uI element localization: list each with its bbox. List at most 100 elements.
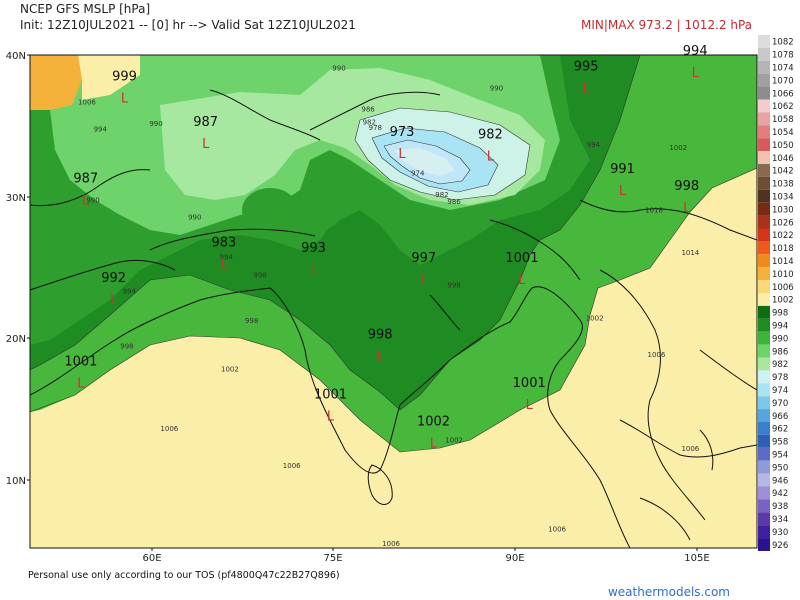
isobar-value: 994 (123, 287, 137, 295)
colorbar-label: 958 (772, 438, 788, 448)
colorbar-label: 1046 (772, 154, 794, 164)
isobar-value: 998 (254, 272, 267, 280)
isobar-value: 986 (361, 106, 375, 114)
lon-label-105e: 105E (684, 553, 709, 564)
colorbar-label: 1022 (772, 231, 794, 241)
colorbar-swatch (758, 460, 770, 474)
colorbar-swatch (758, 331, 770, 345)
colorbar-label: 930 (772, 528, 788, 538)
colorbar-label: 1030 (772, 205, 794, 215)
colorbar-label: 938 (772, 502, 788, 512)
lat-label-20n: 20N (6, 334, 26, 345)
isobar-value: 994 (94, 126, 108, 134)
coastlines (30, 89, 757, 548)
isobar-value: 1006 (283, 462, 301, 470)
colorbar-label: 1058 (772, 115, 794, 125)
colorbar-label: 934 (772, 515, 788, 525)
colorbar-swatch (758, 447, 770, 461)
colorbar-swatch (758, 486, 770, 500)
colorbar-label: 970 (772, 399, 788, 409)
colorbar-label: 1034 (772, 192, 794, 202)
colorbar-label: 1042 (772, 167, 794, 177)
isobar-value: 1006 (160, 425, 178, 433)
low-marker: L (110, 293, 118, 308)
colorbar-swatch (758, 176, 770, 190)
isobar-value: 1006 (548, 526, 566, 534)
pressure-value: 1001 (505, 251, 538, 266)
colorbar-swatch (758, 138, 770, 152)
colorbar-label: 1082 (772, 38, 794, 48)
colorbar-swatch (758, 164, 770, 177)
lon-label-90e: 90E (505, 553, 524, 564)
low-marker: L (310, 263, 318, 278)
colorbar-swatch (758, 35, 770, 48)
tos-notice: Personal use only according to our TOS (… (28, 570, 340, 581)
isobar-value: 1006 (78, 99, 96, 107)
colorbar-swatch (758, 525, 770, 539)
colorbar-label: 986 (772, 347, 788, 357)
low-marker: L (683, 201, 691, 216)
low-marker: L (121, 92, 129, 107)
colorbar-label: 942 (772, 489, 788, 499)
low-marker: L (220, 258, 228, 273)
pressure-value: 987 (73, 172, 98, 187)
colorbar-label: 1070 (772, 76, 794, 86)
pressure-value: 982 (478, 128, 503, 143)
colorbar-swatch (758, 254, 770, 268)
colorbar-swatch (758, 73, 770, 87)
low-marker: L (487, 150, 495, 165)
colorbar-label: 950 (772, 463, 788, 473)
low-marker: L (202, 137, 210, 152)
lon-axis: 60E 75E 90E 105E (142, 548, 710, 564)
field-1006-nw (78, 55, 140, 100)
isobar-value: 1002 (669, 144, 687, 152)
colorbar-swatch (758, 318, 770, 332)
colorbar-swatch (758, 344, 770, 358)
colorbar-swatch (758, 409, 770, 422)
colorbar-label: 1026 (772, 218, 794, 228)
colorbar-label: 962 (772, 425, 788, 435)
map-subtitle: Init: 12Z10JUL2021 -- [0] hr --> Valid S… (20, 18, 356, 32)
low-marker: L (692, 66, 700, 81)
isobar-value: 1006 (681, 445, 699, 453)
field-core-993 (320, 224, 360, 276)
low-marker: L (377, 350, 385, 365)
field-1010-nw (30, 55, 82, 110)
pressure-value: 987 (193, 115, 218, 130)
colorbar-label: 1066 (772, 89, 794, 99)
lat-label-10n: 10N (6, 476, 26, 487)
lon-label-75e: 75E (323, 553, 342, 564)
colorbar-swatch (758, 538, 770, 551)
colorbar-label: 1038 (772, 180, 794, 190)
colorbar-label: 1018 (772, 244, 794, 254)
min-max-readout: MIN|MAX 973.2 | 1012.2 hPa (581, 18, 752, 32)
isobar-value: 982 (435, 191, 448, 199)
colorbar-swatch (758, 280, 770, 293)
low-marker: L (327, 409, 335, 424)
low-marker: L (77, 377, 85, 392)
lat-label-30n: 30N (6, 193, 26, 204)
colorbar-label: 978 (772, 373, 788, 383)
brand-link[interactable]: weathermodels.com (607, 585, 730, 599)
low-marker: L (526, 398, 534, 413)
low-marker: L (518, 273, 526, 288)
pressure-value: 998 (674, 179, 699, 194)
colorbar-swatch (758, 434, 770, 448)
pressure-value: 999 (112, 70, 137, 85)
colorbar-label: 1014 (772, 257, 794, 267)
pressure-field (30, 55, 757, 548)
colorbar-swatch (758, 125, 770, 139)
low-marker: L (420, 273, 428, 288)
colorbar-label: 1054 (772, 128, 794, 138)
isobar-value: 998 (447, 282, 460, 290)
pressure-value: 997 (411, 251, 436, 266)
pressure-value: 998 (368, 328, 393, 343)
low-marker: L (430, 436, 438, 451)
isobar-value: 990 (490, 84, 503, 92)
pressure-value: 1001 (314, 387, 347, 402)
colorbar-label: 998 (772, 309, 788, 319)
colorbar: 1082 1078 1074 1070 1066 1062 1058 1054 1050 1046… (758, 35, 794, 551)
isobars (30, 55, 757, 453)
